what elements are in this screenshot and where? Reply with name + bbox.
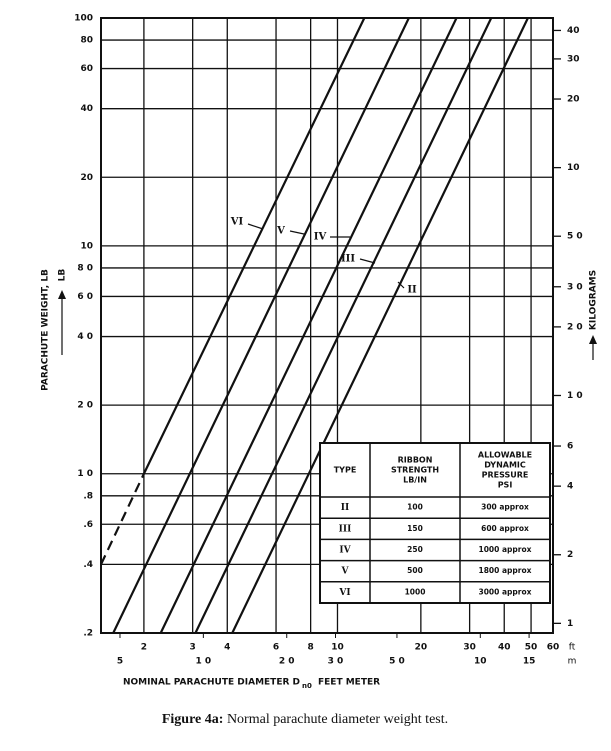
y2-tick-label: 1 (567, 619, 573, 629)
y-tick-label: 6 0 (77, 292, 93, 302)
series-label: IV (314, 232, 327, 243)
y-tick-label: 80 (80, 36, 93, 46)
y-unit: LB (58, 269, 68, 282)
y2-tick-label: 5 0 (567, 232, 583, 242)
y2-tick-label: 6 (567, 442, 573, 452)
table-cell: 3000 approx (479, 587, 532, 596)
x2-tick-label: 1 0 (196, 657, 212, 667)
table-cell: III (339, 524, 352, 534)
x-axis-units: FEET METER (318, 678, 380, 688)
y-tick-label: 10 (80, 241, 93, 251)
x-tick-label: 20 (415, 643, 428, 653)
table-cell: 1800 approx (479, 566, 532, 575)
y2-arrow-head (589, 335, 597, 344)
series-line (194, 17, 493, 634)
y-tick-label: 20 (80, 173, 93, 183)
y-tick-label: .8 (83, 491, 93, 501)
leader-line (289, 230, 305, 235)
y-tick-label: .4 (83, 560, 93, 570)
x-tick-label: 50 (525, 643, 538, 653)
table-header: PRESSURE (482, 471, 529, 480)
series-label: V (276, 226, 285, 237)
x-tick-label: 3 (190, 643, 196, 653)
table-header: LB/IN (403, 476, 427, 485)
series-line (231, 17, 529, 634)
leader-line (359, 258, 376, 264)
x2-unit: m (568, 657, 577, 667)
table-header: PSI (498, 481, 513, 490)
x2-tick-label: 2 0 (279, 657, 295, 667)
table-cell: V (341, 567, 350, 577)
table-header: STRENGTH (391, 466, 439, 475)
x2-tick-label: 5 (117, 657, 123, 667)
y-tick-label: 2 0 (77, 401, 93, 411)
x-tick-label: 60 (547, 643, 560, 653)
y-tick-label: 60 (80, 64, 93, 74)
table-cell: II (341, 503, 349, 513)
leader-line (247, 223, 264, 230)
table-header: ALLOWABLE (478, 451, 532, 460)
y2-tick-label: 2 0 (567, 322, 583, 332)
series-line (159, 17, 458, 634)
series-label: III (341, 254, 355, 265)
table-cell: 300 approx (481, 503, 529, 512)
table-cell: 500 (407, 566, 423, 575)
table-cell: VI (338, 588, 350, 598)
x-tick-label: 30 (463, 643, 476, 653)
series-line (100, 473, 145, 565)
y-tick-label: 4 0 (77, 332, 93, 342)
x2-tick-label: 5 0 (389, 657, 405, 667)
y-tick-label: 100 (74, 14, 93, 24)
caption-text: Normal parachute diameter weight test. (227, 712, 448, 727)
x-unit: ft (569, 643, 576, 653)
y2-tick-label: 1 0 (567, 391, 583, 401)
x2-tick-label: 10 (474, 657, 487, 667)
y2-tick-label: 2 (567, 550, 573, 560)
y2-tick-label: 3 0 (567, 282, 583, 292)
table-cell: IV (339, 546, 351, 556)
y2-tick-label: 30 (567, 54, 580, 64)
y-tick-label: .6 (83, 520, 93, 530)
table-header: RIBBON (398, 456, 433, 465)
table-cell: 1000 approx (479, 545, 532, 554)
x-tick-label: 2 (141, 643, 147, 653)
table-cell: 1000 (405, 587, 426, 596)
leader-line (397, 281, 405, 289)
y-tick-label: 8 0 (77, 263, 93, 273)
x-tick-label: 10 (331, 643, 344, 653)
table-header: DYNAMIC (484, 461, 526, 470)
series-label: VI (230, 217, 244, 228)
y2-tick-label: 10 (567, 163, 580, 173)
series-line (142, 17, 366, 475)
x-axis-title: NOMINAL PARACHUTE DIAMETER D (123, 678, 300, 688)
table-cell: 100 (407, 503, 423, 512)
y-arrow-head (58, 290, 66, 299)
y-tick-label: 40 (80, 104, 93, 114)
series-label: II (407, 285, 417, 296)
x2-tick-label: 15 (523, 657, 536, 667)
table-header: TYPE (334, 466, 357, 475)
y2-tick-label: 20 (567, 95, 580, 105)
y-tick-label: 1 0 (77, 469, 93, 479)
table-bg (319, 442, 551, 604)
y2-axis-title: KILOGRAMS (589, 270, 599, 330)
x-axis-title-sub: n0 (302, 682, 312, 690)
table-cell: 250 (407, 545, 423, 554)
y2-tick-label: 40 (567, 26, 580, 36)
x-tick-label: 40 (498, 643, 511, 653)
caption-label: Figure 4a: (162, 712, 224, 727)
y-axis-title: PARACHUTE WEIGHT, LB (41, 269, 51, 391)
x-tick-label: 4 (224, 643, 230, 653)
x-tick-label: 6 (273, 643, 279, 653)
x-tick-label: 8 (308, 643, 314, 653)
table-cell: 600 approx (481, 524, 529, 533)
table-cell: 150 (407, 524, 423, 533)
series-line (112, 17, 410, 634)
y-tick-label: .2 (83, 629, 93, 639)
x2-tick-label: 3 0 (328, 657, 344, 667)
y2-tick-label: 4 (567, 482, 573, 492)
caption: Figure 4a: Normal parachute diameter wei… (162, 712, 448, 727)
